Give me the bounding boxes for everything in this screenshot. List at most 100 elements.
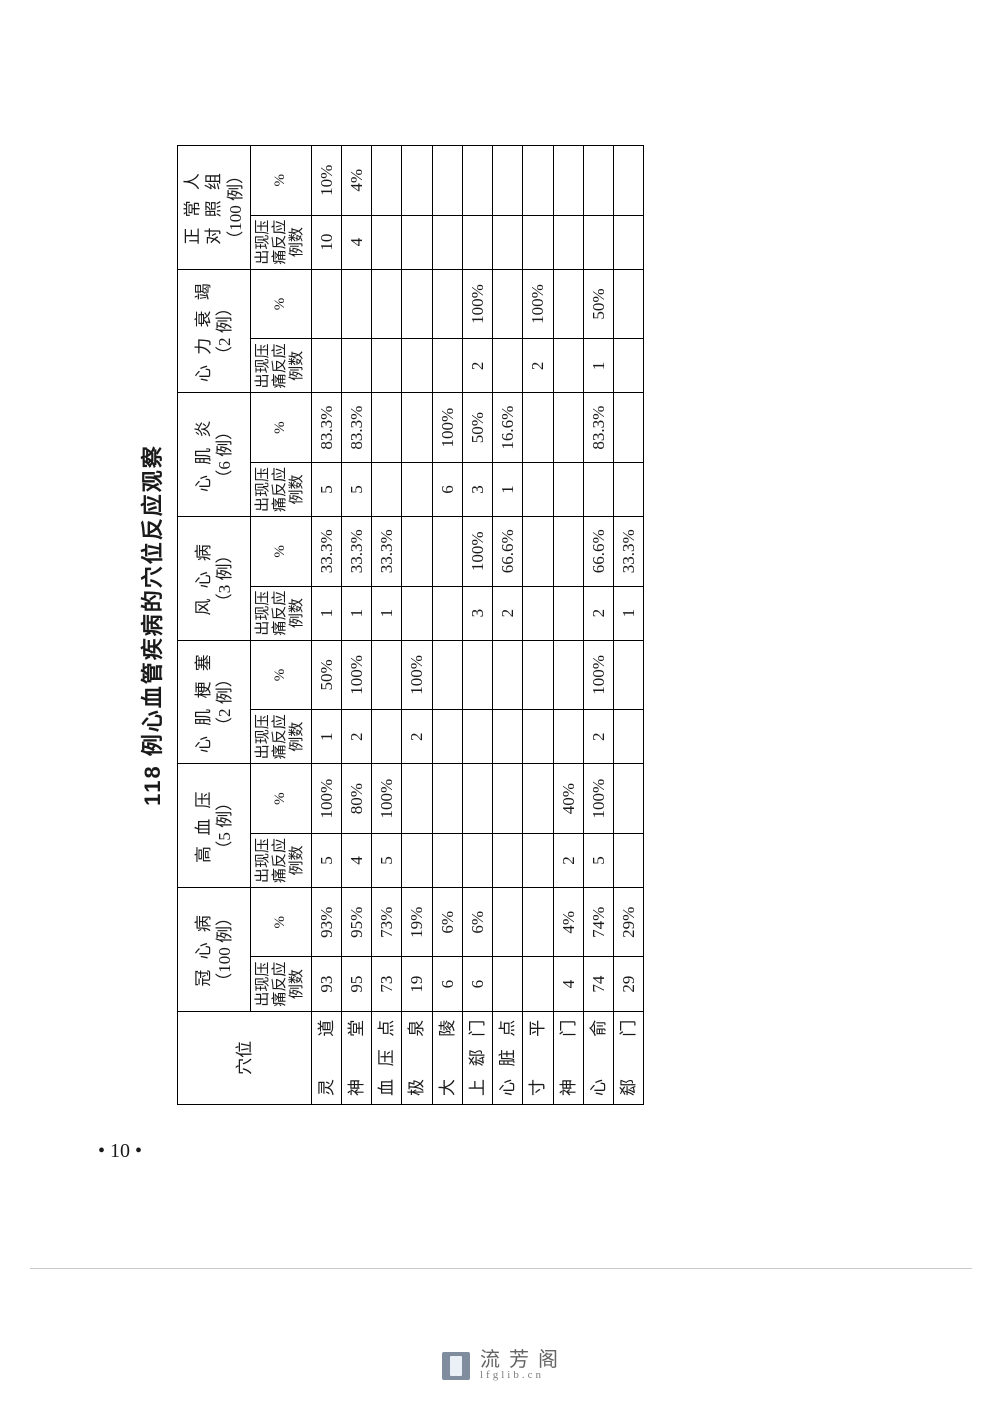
cell-count (614, 462, 644, 516)
cell-pct: 100% (462, 269, 492, 338)
cell-count: 1 (372, 586, 402, 640)
cell-count (553, 215, 583, 269)
subhdr-pct: % (250, 640, 311, 709)
cell-pct: 33.3% (614, 517, 644, 586)
cell-pct: 10% (311, 146, 341, 216)
cell-count (493, 833, 523, 887)
group-sub: （3 例） (214, 519, 235, 638)
cell-count: 73 (372, 957, 402, 1011)
subhdr-pct: % (250, 517, 311, 586)
cell-count (553, 462, 583, 516)
cell-pct (462, 146, 492, 216)
cell-count (583, 462, 613, 516)
data-table: 穴位 冠 心 病 （100 例） 高 血 压 （5 例） 心 肌 梗 塞 （2 … (177, 145, 644, 1105)
row-label: 寸 平 (523, 1011, 553, 1104)
cell-count (462, 215, 492, 269)
cell-pct (341, 269, 371, 338)
cell-count (372, 339, 402, 393)
cell-pct: 100% (432, 393, 462, 462)
cell-pct (523, 640, 553, 709)
cell-pct: 74% (583, 888, 613, 957)
row-label: 心 俞 (583, 1011, 613, 1104)
subhdr-count: 出现压 痛反应 例数 (250, 215, 311, 269)
cell-pct (493, 640, 523, 709)
cell-pct: 100% (402, 640, 432, 709)
cell-count: 6 (432, 462, 462, 516)
watermark-icon (442, 1352, 470, 1380)
cell-count (553, 710, 583, 764)
cell-count (432, 215, 462, 269)
cell-count (402, 833, 432, 887)
row-label: 灵 道 (311, 1011, 341, 1104)
cell-count: 5 (372, 833, 402, 887)
cell-pct (614, 393, 644, 462)
cell-pct: 83.3% (341, 393, 371, 462)
cell-count (432, 586, 462, 640)
subhdr-count: 出现压 痛反应 例数 (250, 586, 311, 640)
row-label: 上郄门 (462, 1011, 492, 1104)
cell-count: 4 (553, 957, 583, 1011)
group-name: 风 心 病 (193, 519, 214, 638)
cell-pct (493, 269, 523, 338)
table-title: 118 例心血管疾病的穴位反应观察 (135, 145, 167, 1105)
group-header: 正 常 人 对 照 组 （100 例） (178, 146, 251, 270)
cell-count: 2 (493, 586, 523, 640)
cell-pct: 50% (462, 393, 492, 462)
cell-count: 1 (311, 710, 341, 764)
cell-pct: 100% (583, 640, 613, 709)
cell-pct (432, 764, 462, 833)
cell-pct (553, 640, 583, 709)
subhdr-count: 出现压 痛反应 例数 (250, 462, 311, 516)
cell-pct: 50% (311, 640, 341, 709)
table-row: 郄 门2929%133.3% (614, 146, 644, 1105)
cell-pct: 100% (372, 764, 402, 833)
cell-count (402, 215, 432, 269)
cell-pct: 80% (341, 764, 371, 833)
cell-pct (523, 517, 553, 586)
cell-pct: 6% (462, 888, 492, 957)
row-label: 极 泉 (402, 1011, 432, 1104)
cell-count (523, 710, 553, 764)
cell-pct: 83.3% (583, 393, 613, 462)
cell-pct (614, 269, 644, 338)
cell-pct (432, 517, 462, 586)
watermark-cn: 流 芳 阁 (480, 1350, 560, 1370)
cell-count (493, 710, 523, 764)
group-header: 风 心 病 （3 例） (178, 517, 251, 641)
subhdr-pct: % (250, 764, 311, 833)
group-header: 心 力 衰 竭 （2 例） (178, 269, 251, 393)
cell-count (523, 462, 553, 516)
cell-pct (402, 393, 432, 462)
cell-count (432, 339, 462, 393)
cell-pct: 100% (311, 764, 341, 833)
table-wrapper: 118 例心血管疾病的穴位反应观察 穴位 冠 心 病 (135, 145, 644, 1105)
cell-count: 93 (311, 957, 341, 1011)
table-row: 心脏点266.6%116.6% (493, 146, 523, 1105)
cell-count (614, 339, 644, 393)
cell-pct (432, 640, 462, 709)
cell-pct: 93% (311, 888, 341, 957)
cell-pct (432, 146, 462, 216)
group-sub: （100 例） (225, 148, 246, 267)
cell-count: 2 (341, 710, 371, 764)
cell-pct: 100% (523, 269, 553, 338)
page: 118 例心血管疾病的穴位反应观察 穴位 冠 心 病 (0, 0, 1002, 1417)
cell-count: 1 (583, 339, 613, 393)
cell-count: 6 (432, 957, 462, 1011)
cell-pct (402, 517, 432, 586)
cell-pct (523, 888, 553, 957)
cell-count: 10 (311, 215, 341, 269)
subhdr-pct: % (250, 888, 311, 957)
cell-count (523, 215, 553, 269)
group-sub: （2 例） (214, 272, 235, 391)
cell-count: 6 (462, 957, 492, 1011)
cell-count: 2 (553, 833, 583, 887)
group-name: 心 肌 梗 塞 (193, 643, 214, 762)
cell-count: 2 (523, 339, 553, 393)
group-name: 高 血 压 (193, 766, 214, 885)
table-row: 寸 平 2100% (523, 146, 553, 1105)
cell-count (493, 339, 523, 393)
table-row: 上郄门66%3100%350%2100% (462, 146, 492, 1105)
cell-pct (614, 640, 644, 709)
page-number: • 10 • (98, 1140, 142, 1163)
